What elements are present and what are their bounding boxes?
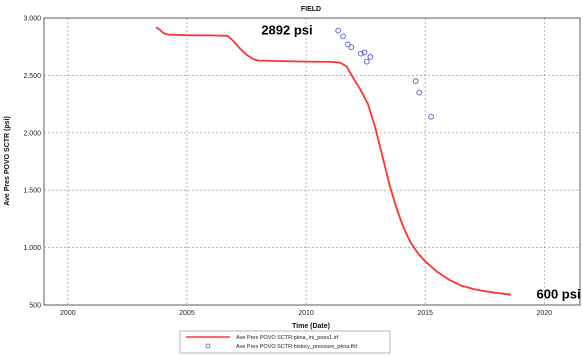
x-tick-label: 2015 [417, 310, 433, 317]
history-point [335, 27, 342, 34]
history-point [428, 113, 434, 120]
history-point [361, 49, 368, 56]
y-tick-label: 500 [29, 303, 41, 310]
y-tick-label: 1.000 [23, 245, 41, 252]
annotations: 2892 psi 600 psi [261, 22, 580, 301]
annotation-label: 600 psi [537, 287, 581, 302]
legend-entry-1: Ave Pres POVO SCTR:history_pressure_pkna… [236, 344, 357, 350]
annotation-label: 2892 psi [261, 22, 312, 37]
y-tick-label: 2.000 [23, 130, 41, 137]
y-tick-label: 2.500 [23, 73, 41, 80]
history-point [340, 33, 346, 40]
chart-title: FIELD [301, 6, 321, 13]
series-line-simulated [155, 26, 512, 296]
history-point [412, 78, 419, 84]
legend-entry-0: Ave Pres POVO SCTR:pkna_ini_poes1.irf [236, 335, 339, 341]
y-tick-label: 1.500 [23, 188, 41, 195]
legend: Ave Pres POVO SCTR:pkna_ini_poes1.irf Av… [179, 330, 391, 354]
plot-area [43, 17, 581, 306]
tick-labels: 2000 2005 2010 2015 2020 500 1.000 1.500 2.000 2.… [23, 16, 552, 318]
legend-marker-swatch [205, 343, 211, 349]
x-axis-title: Time (Date) [292, 323, 330, 330]
history-point [348, 44, 355, 51]
y-tick-label: 3.000 [23, 16, 41, 23]
history-point [416, 89, 423, 96]
history-point [357, 50, 364, 57]
history-point [367, 54, 374, 60]
series [155, 26, 512, 296]
x-tick-label: 2005 [179, 310, 195, 317]
x-tick-label: 2000 [60, 310, 76, 317]
x-tick-label: 2010 [298, 310, 314, 317]
y-axis-title: Ave Pres POVO SCTR (psi) [4, 116, 11, 206]
grid [44, 18, 580, 305]
history-point [363, 58, 370, 65]
history-point [344, 41, 351, 48]
x-tick-label: 2020 [536, 310, 552, 317]
legend-box [179, 330, 391, 354]
